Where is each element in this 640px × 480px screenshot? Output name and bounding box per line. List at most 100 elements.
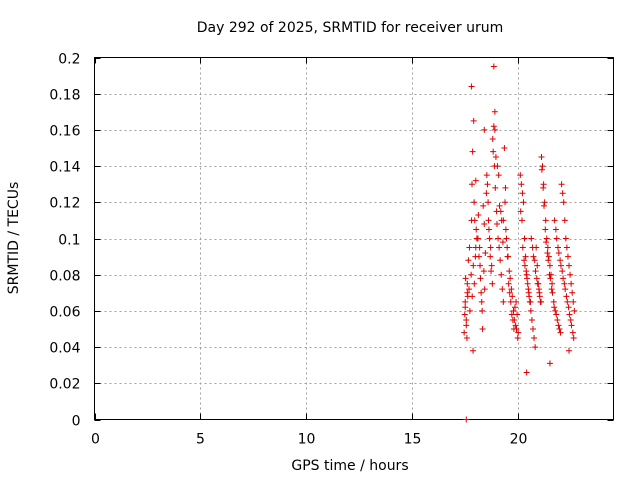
data-point [517,172,524,179]
data-point [553,311,560,318]
data-point [477,262,484,269]
data-point [517,208,524,215]
x-axis-label: GPS time / hours [291,458,408,474]
x-tick-label: 10 [298,432,316,448]
data-point [559,268,566,275]
data-point [471,280,478,287]
y-tick-label: 0.12 [49,196,80,212]
y-tick-label: 0.2 [58,52,80,68]
data-point [534,280,541,287]
data-point [470,117,477,124]
data-point [523,369,530,376]
data-point [483,172,490,179]
data-point [557,329,564,336]
data-point [557,262,564,269]
y-tick-labels: 0 0.02 0.04 0.06 0.08 0.1 0.12 0.14 0.16 0.18 0.2 [49,52,80,430]
data-point [482,249,489,256]
data-point [461,311,468,318]
data-point [512,322,519,329]
data-point [549,289,556,296]
data-point [535,286,542,293]
data-point [571,307,578,314]
data-point [500,298,507,305]
data-point [562,286,569,293]
data-point [525,286,532,293]
data-point [481,221,488,228]
data-point [469,293,476,300]
data-point [486,235,493,242]
data-point [569,289,576,296]
data-point [553,235,560,242]
data-point [489,135,496,142]
data-point [462,304,469,311]
data-point [504,244,511,251]
data-point [480,268,487,275]
data-point [528,235,535,242]
data-point [507,275,514,282]
data-point [540,184,547,191]
data-point [466,307,473,314]
data-point [495,172,502,179]
data-point [506,289,513,296]
data-point [530,253,537,260]
data-point [524,280,531,287]
grid-lines [94,57,614,420]
data-point [557,257,564,264]
data-point [554,244,561,251]
data-point [495,235,502,242]
data-point [539,163,546,170]
data-point [560,275,567,282]
data-point [481,286,488,293]
data-point [509,293,516,300]
y-tick-label: 0.14 [49,160,80,176]
data-point [503,235,510,242]
data-point [546,262,553,269]
data-point [524,275,531,282]
x-tick-label: 15 [404,432,422,448]
data-point [542,217,549,224]
data-point [531,257,538,264]
data-point [464,280,471,287]
data-point [552,307,559,314]
data-point [499,239,506,246]
data-point [494,163,501,170]
data-point [469,148,476,155]
data-point [563,293,570,300]
data-point [567,316,574,323]
data-point [481,126,488,133]
data-point [536,293,543,300]
data-point [514,335,521,342]
plot-frame [94,57,614,420]
data-point [546,360,553,367]
y-tick-label: 0.1 [58,233,80,249]
data-point [470,262,477,269]
data-point [531,335,538,342]
data-point [541,199,548,206]
x-tick-labels: 0 5 10 15 20 [91,432,527,448]
data-point [492,184,499,191]
chart-title: Day 292 of 2025, SRMTID for receiver uru… [197,20,504,36]
data-point [563,244,570,251]
data-point [556,326,563,332]
data-point [472,177,479,184]
data-point [564,253,571,260]
data-point [543,235,550,242]
data-point [569,329,576,336]
data-point [551,304,558,311]
data-point [470,347,477,354]
data-point [493,221,500,228]
data-point [542,226,549,233]
data-point [545,253,552,260]
data-point [527,298,534,305]
data-point [465,257,472,264]
data-point [483,190,490,197]
data-point [466,244,473,251]
data-point [561,280,568,287]
data-point [468,181,475,188]
data-point [538,154,545,161]
data-point [479,307,486,314]
data-point [485,226,492,233]
data-point [521,262,528,269]
data-point [570,335,577,342]
data-point [462,275,469,282]
